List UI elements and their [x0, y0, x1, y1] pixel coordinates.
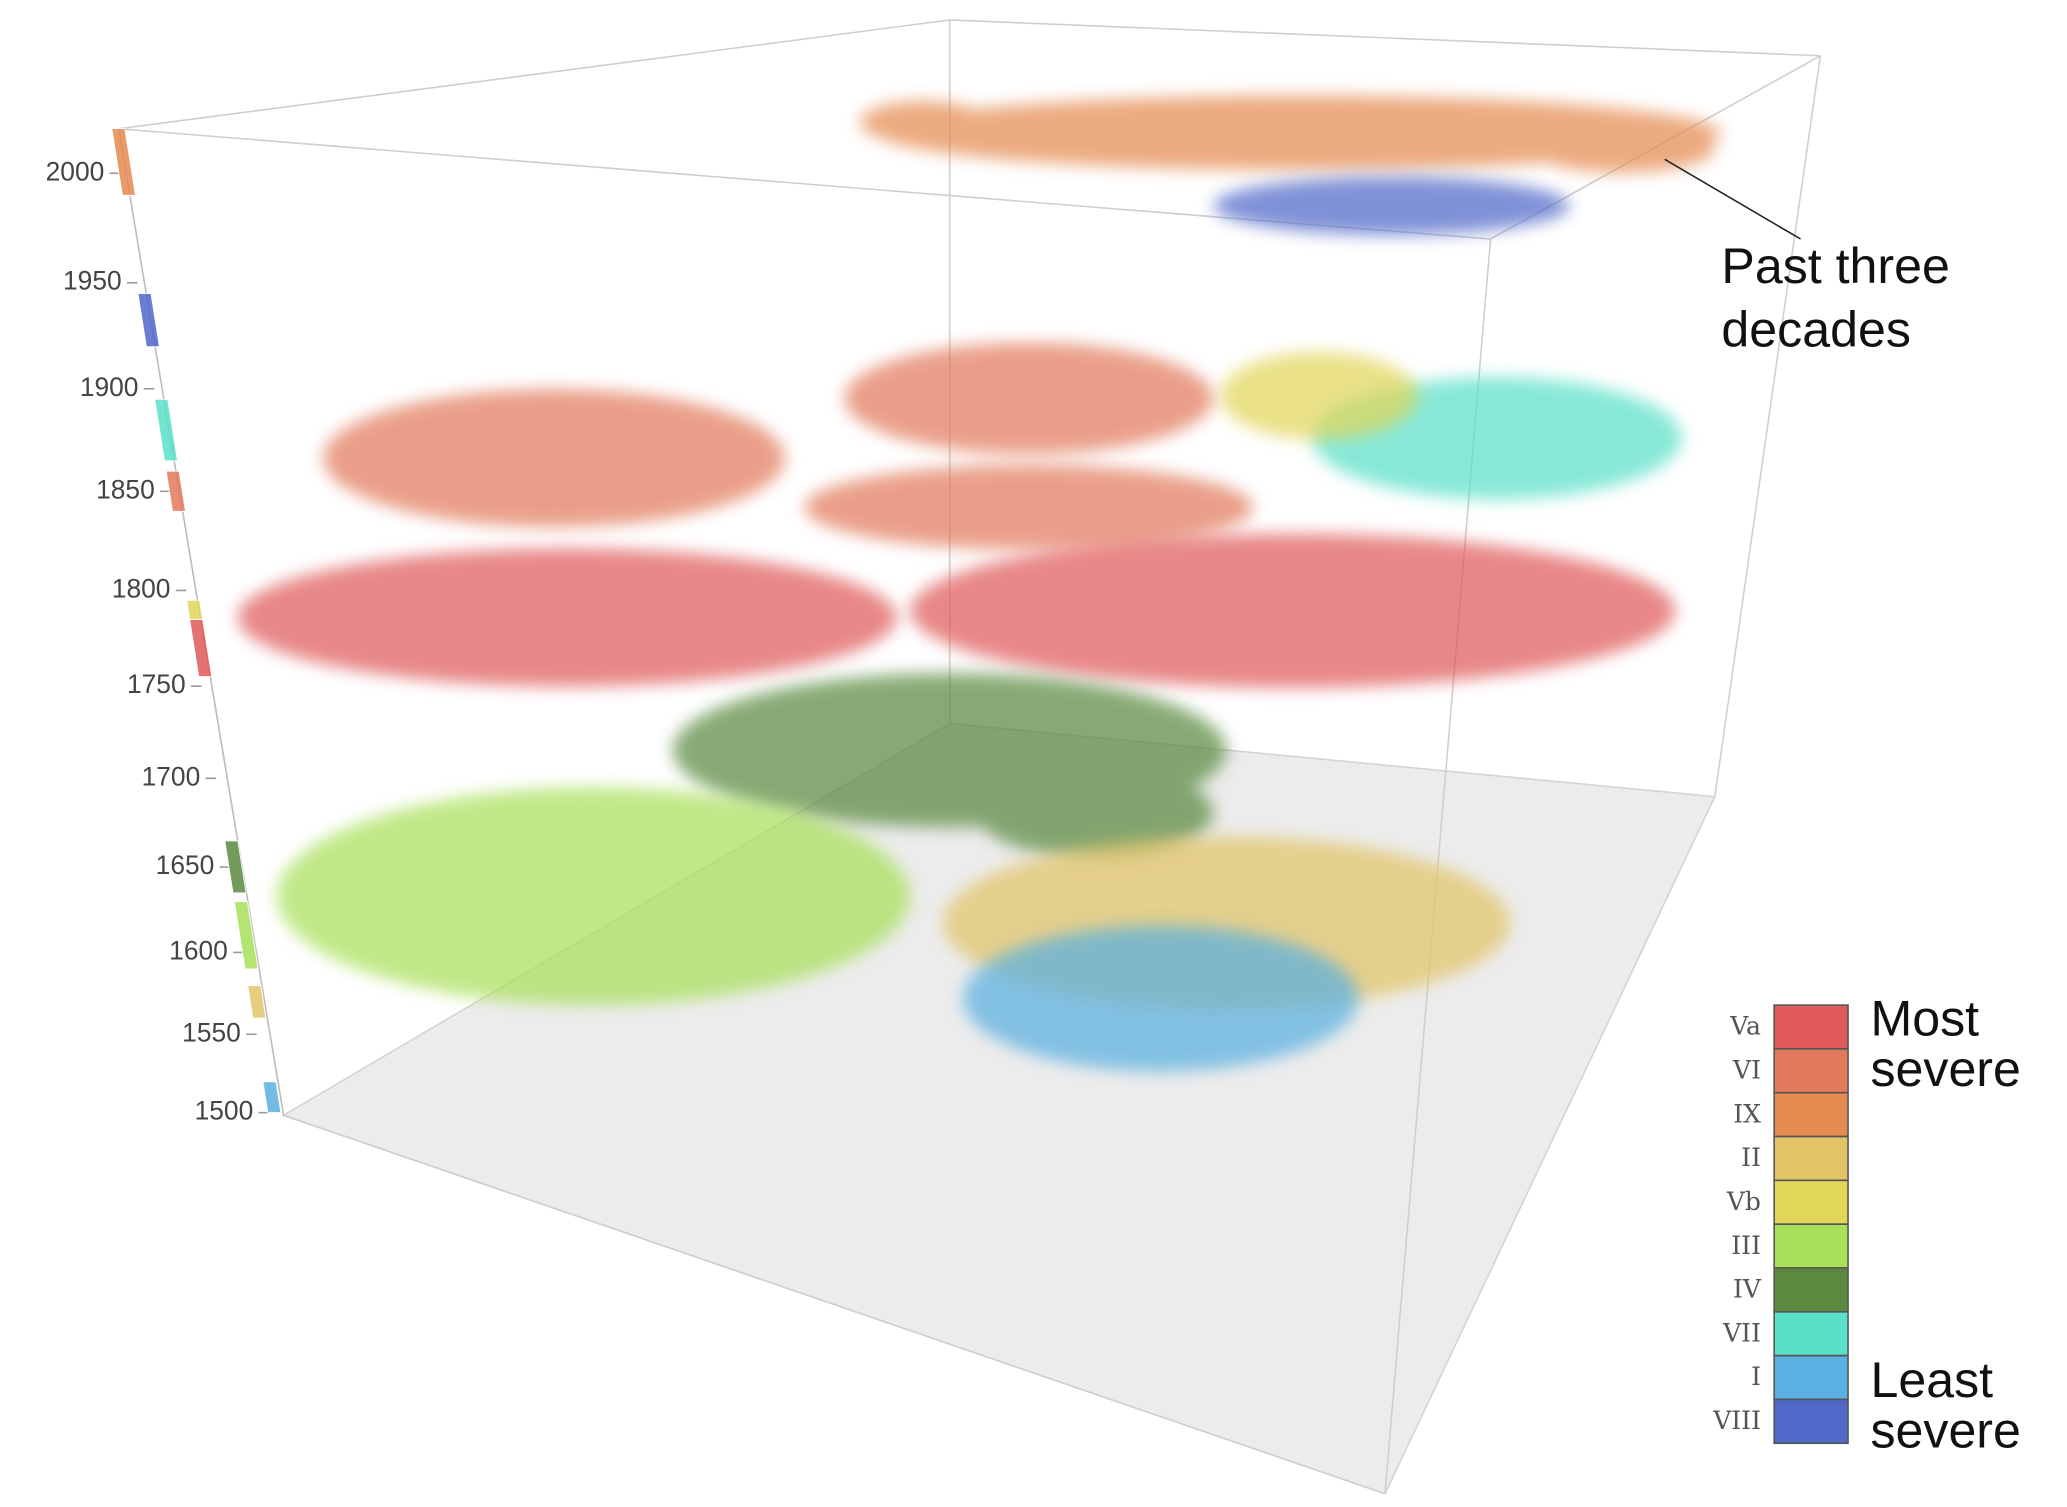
y-tick-label: 1650 [156, 850, 215, 880]
volume-part [323, 389, 785, 528]
y-tick-label: 1550 [182, 1017, 241, 1047]
legend-high: Most [1870, 990, 1979, 1047]
legend: Most severe Least severe VaVIIXIIVbIIIIV… [1712, 990, 2021, 1459]
volume-part [1530, 124, 1715, 173]
volume-part [237, 548, 897, 687]
volume-part [277, 787, 911, 1006]
legend-low: Least [1870, 1351, 1993, 1408]
volume-part [910, 533, 1676, 688]
legend-swatch [1773, 1223, 1849, 1269]
volume-part [877, 95, 1722, 170]
volume-part [860, 100, 987, 144]
volume-part [1220, 351, 1419, 440]
legend-swatch [1773, 1135, 1849, 1182]
legend-swatch [1773, 1354, 1849, 1401]
volume [1220, 351, 1419, 440]
period-bar [111, 127, 137, 196]
volume [277, 787, 911, 1006]
period-bar [262, 1081, 282, 1114]
legend-label: II [1741, 1143, 1761, 1172]
time-axis-group: 1500 1550 1600 1650 1700 1750 1800 1850 1900 1950… [46, 127, 282, 1126]
volume [1213, 176, 1570, 236]
legend-label: Vb [1726, 1187, 1761, 1216]
y-tick-label: 1750 [127, 669, 186, 699]
annotation-leader [1664, 158, 1801, 240]
legend-label: VII [1722, 1318, 1761, 1347]
legend-swatch [1773, 1004, 1849, 1050]
volume [962, 925, 1359, 1072]
period-bar [165, 470, 187, 512]
legend-label: VIII [1712, 1406, 1761, 1435]
annotation: Past three [1721, 237, 1949, 294]
box-edge [283, 1114, 1386, 1495]
legend-label: I [1751, 1362, 1761, 1391]
y-tick-label: 1700 [142, 761, 201, 791]
period-bar [247, 985, 267, 1019]
y-tick-label: 1600 [169, 935, 228, 965]
legend-low: severe [1870, 1401, 2020, 1458]
box-edge [1714, 55, 1822, 797]
y-tick-label: 1850 [96, 474, 155, 504]
legend-swatch [1773, 1267, 1849, 1313]
period-bar [185, 599, 204, 621]
legend-label: IV [1733, 1275, 1762, 1304]
legend-swatch [1773, 1048, 1849, 1094]
volume-part [962, 925, 1359, 1072]
volume [672, 673, 1227, 858]
y-tick-label: 1900 [80, 372, 139, 402]
legend-swatch [1773, 1091, 1849, 1138]
volume [237, 533, 1676, 688]
volumes [237, 95, 1722, 1072]
period-bar [154, 398, 179, 462]
period-bar [137, 292, 161, 348]
period-bar [224, 840, 247, 894]
y-tick-label: 2000 [46, 156, 105, 186]
period-bar [233, 901, 259, 970]
legend-high: severe [1870, 1040, 2020, 1097]
y-tick-label: 1950 [63, 266, 122, 296]
legend-label: VI [1732, 1055, 1761, 1084]
legend-swatch [1773, 1179, 1849, 1225]
volume-part [1213, 176, 1570, 236]
volume-part [976, 767, 1214, 858]
period-bar [188, 618, 213, 678]
legend-swatch [1773, 1398, 1849, 1445]
volume-part [804, 464, 1254, 550]
y-tick-label: 1500 [195, 1096, 254, 1126]
legend-swatch [1773, 1311, 1849, 1357]
legend-label: Va [1729, 1012, 1761, 1041]
legend-label: IX [1733, 1099, 1761, 1128]
y-tick-label: 1800 [112, 573, 171, 603]
volume [860, 95, 1722, 173]
legend-label: III [1731, 1231, 1761, 1260]
volume [323, 342, 1254, 550]
volume-part [844, 342, 1214, 455]
annotation: decades [1721, 300, 1910, 357]
